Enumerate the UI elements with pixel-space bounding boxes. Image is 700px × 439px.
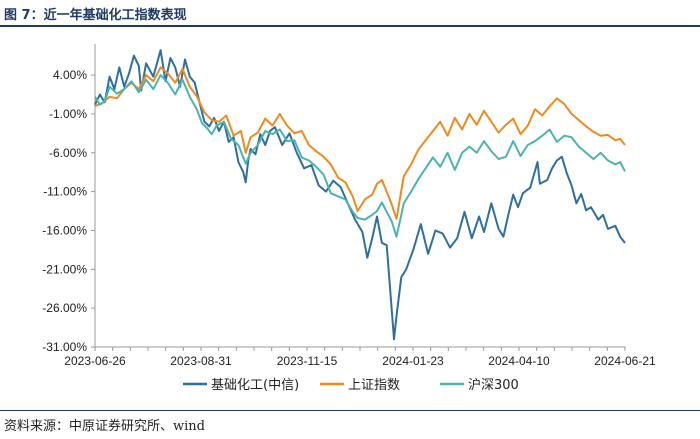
y-tick-label: -26.00% bbox=[42, 301, 87, 315]
source-divider bbox=[0, 410, 700, 411]
y-tick-label: 4.00% bbox=[53, 68, 87, 82]
series-line-2 bbox=[94, 74, 626, 238]
x-tick-label: 2024-06-21 bbox=[594, 354, 656, 368]
x-tick-label: 2023-06-26 bbox=[64, 354, 126, 368]
legend: 基础化工(中信) 上证指数 沪深300 bbox=[183, 377, 519, 393]
legend-label-1: 上证指数 bbox=[348, 378, 400, 393]
x-tick-label: 2023-08-31 bbox=[170, 354, 232, 368]
legend-label-0: 基础化工(中信) bbox=[211, 378, 299, 393]
source-note: 资料来源：中原证券研究所、wind bbox=[4, 419, 205, 434]
y-tick-label: -16.00% bbox=[42, 223, 87, 237]
series-lines bbox=[94, 49, 626, 341]
x-tick-label: 2023-11-15 bbox=[277, 354, 338, 368]
axes: 4.00% -1.00% -6.00% -11.00% -16.00% -21.00% -2… bbox=[42, 44, 656, 368]
y-tick-label: -11.00% bbox=[43, 185, 87, 199]
x-tick-label: 2024-04-10 bbox=[488, 354, 550, 368]
legend-label-2: 沪深300 bbox=[468, 377, 519, 393]
x-tick-label: 2024-01-23 bbox=[382, 354, 444, 368]
series-line-0 bbox=[94, 49, 626, 341]
y-tick-label: -1.00% bbox=[49, 107, 87, 121]
chart-title: 图 7：近一年基础化工指数表现 bbox=[4, 8, 187, 23]
y-tick-label: -21.00% bbox=[42, 262, 87, 276]
y-tick-label: -6.00% bbox=[49, 146, 87, 160]
series-line-1 bbox=[94, 66, 626, 220]
title-underline bbox=[0, 25, 700, 27]
y-tick-label: -31.00% bbox=[42, 340, 87, 354]
